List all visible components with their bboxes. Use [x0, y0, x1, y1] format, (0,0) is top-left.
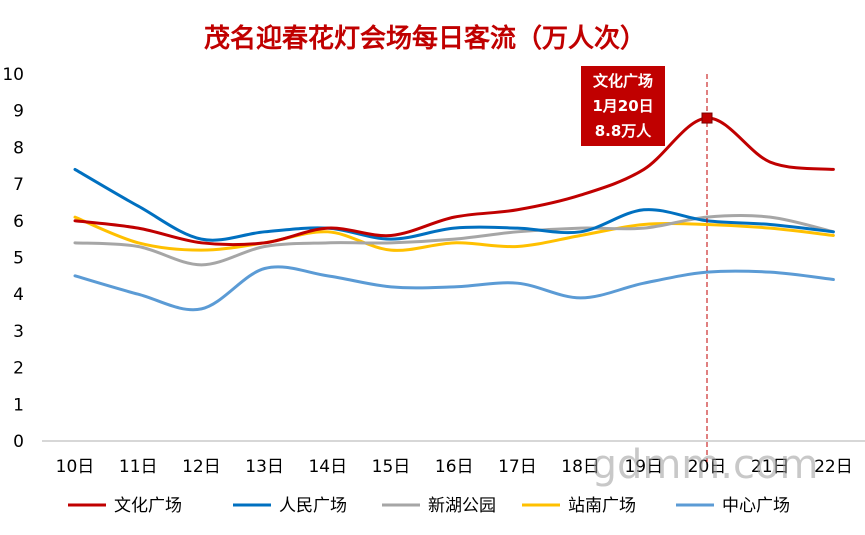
y-tick-label: 7: [13, 175, 24, 195]
legend-label: 中心广场: [722, 496, 790, 516]
legend-label: 人民广场: [279, 496, 347, 516]
series-line: [73, 265, 835, 312]
legend-label: 站南广场: [568, 496, 636, 516]
annotation-marker: [701, 112, 713, 124]
x-tick-label: 19日: [624, 457, 663, 477]
peak-annotation: 文化广场 1月20日 8.8万人: [581, 66, 713, 462]
x-tick-label: 18日: [561, 457, 600, 477]
annotation-text: 8.8万人: [595, 122, 653, 140]
series-lines: [73, 116, 835, 312]
x-tick-label: 15日: [372, 457, 411, 477]
y-tick-label: 6: [13, 212, 24, 232]
y-tick-label: 0: [13, 432, 24, 452]
annotation-text: 文化广场: [593, 72, 653, 90]
series-line: [73, 214, 835, 267]
x-axis: 10日 11日 12日 13日 14日 15日 16日 17日 18日 19日 20日 21日 22日: [42, 440, 865, 477]
x-tick-label: 16日: [435, 457, 474, 477]
y-tick-label: 4: [13, 285, 24, 305]
chart-title: 茂名迎春花灯会场每日客流（万人次）: [204, 23, 646, 54]
x-tick-label: 14日: [308, 457, 347, 477]
legend-label: 新湖公园: [428, 496, 496, 516]
x-tick-label: 20日: [688, 457, 727, 477]
x-tick-label: 10日: [56, 457, 95, 477]
annotation-text: 1月20日: [592, 97, 653, 115]
watermark: gdmm.com: [592, 442, 819, 488]
x-tick-label: 17日: [498, 457, 537, 477]
annotation-box: [581, 66, 665, 146]
legend-label: 文化广场: [114, 496, 182, 516]
x-tick-label: 21日: [751, 457, 790, 477]
legend: 文化广场 人民广场 新湖公园 站南广场 中心广场: [68, 496, 790, 516]
y-tick-label: 5: [13, 249, 24, 269]
x-tick-label: 22日: [814, 457, 853, 477]
y-tick-label: 3: [13, 322, 24, 342]
x-tick-label: 13日: [245, 457, 284, 477]
y-tick-label: 9: [13, 102, 24, 122]
y-tick-label: 2: [13, 359, 24, 379]
y-tick-label: 10: [2, 65, 24, 85]
y-axis: 0 1 2 3 4 5 6 7 8 9 10: [2, 65, 24, 452]
x-tick-label: 12日: [182, 457, 221, 477]
x-tick-label: 11日: [119, 457, 158, 477]
y-tick-label: 8: [13, 138, 24, 158]
series-line: [73, 215, 835, 252]
series-line: [73, 167, 835, 242]
y-tick-label: 1: [13, 395, 24, 415]
